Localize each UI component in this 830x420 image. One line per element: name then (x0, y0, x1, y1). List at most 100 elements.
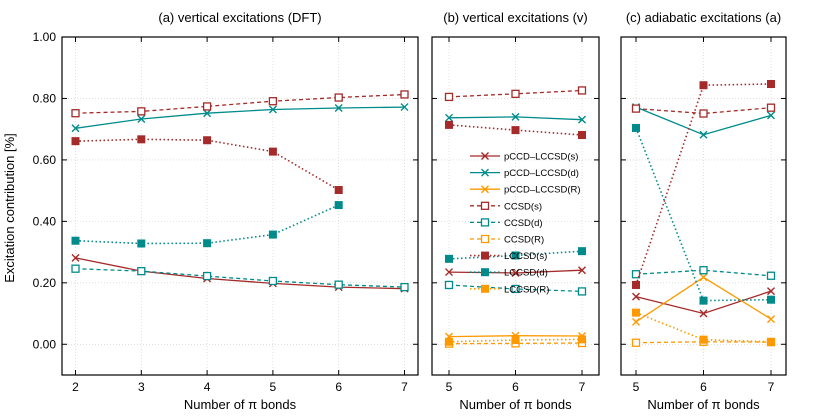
data-point (400, 282, 409, 292)
legend-entry: pCCD–LCCSD(R) (470, 185, 581, 196)
x-tick-label: 5 (446, 380, 453, 394)
series-lccsd-r (632, 308, 775, 346)
legend-entry: LCCSD(s) (470, 251, 547, 262)
legend-label: pCCD–LCCSD(s) (504, 152, 578, 163)
data-point (268, 105, 277, 114)
legend: pCCD–LCCSD(s) pCCD–LCCSD(d) pCCD–LCCSD(R) C… (470, 152, 581, 295)
data-point (71, 109, 80, 118)
x-axis-label: Number of π bonds (184, 397, 297, 412)
legend-marker (480, 201, 490, 210)
x-tick-label: 7 (768, 380, 775, 394)
panel-1: 2 3 4 5 6 7 0.00 0.20 0.40 0.60 0.80 1.00 (a) vertic… (33, 10, 419, 412)
x-tick-label: 7 (579, 380, 586, 394)
x-axis-label: Number of π bonds (647, 397, 760, 412)
panel-title: (c) adiabatic excitations (a) (626, 10, 781, 25)
series-lccsd-d (445, 247, 586, 263)
panel-2: 5 6 7 (b) vertical excitations (v) Number of… (431, 10, 600, 412)
series-line (75, 204, 340, 245)
data-point (511, 268, 520, 277)
data-point (632, 308, 640, 317)
x-tick-label: 6 (700, 380, 707, 394)
data-point (71, 236, 80, 245)
series-ccsd-s (444, 86, 587, 102)
y-tick-label: 0.80 (33, 91, 57, 105)
data-point (202, 271, 212, 281)
y-axis-label: Excitation contribution [%] (2, 133, 17, 283)
data-point (632, 292, 640, 301)
x-tick-label: 2 (72, 380, 79, 394)
series-pccd-lccsd-s (632, 287, 775, 318)
x-tick-label: 5 (633, 380, 640, 394)
legend-label: CCSD(s) (504, 201, 542, 212)
series-line (635, 269, 772, 277)
series-pccd-lccsd-r (632, 273, 775, 326)
data-point (444, 92, 454, 102)
legend-marker (480, 218, 490, 227)
data-point (137, 107, 146, 116)
plot-frame (620, 36, 787, 376)
data-point (632, 317, 640, 326)
legend-label: pCCD–LCCSD(R) (504, 185, 581, 196)
data-point (444, 280, 454, 290)
data-point (137, 239, 146, 248)
data-point (268, 276, 278, 286)
plot-frame (61, 36, 419, 376)
data-point (511, 251, 520, 260)
data-point (511, 126, 520, 135)
data-point (767, 80, 775, 89)
data-point (445, 113, 453, 122)
data-point (578, 266, 586, 275)
data-point (632, 280, 640, 289)
y-tick-label: 0.00 (33, 337, 57, 351)
series-line (75, 138, 340, 191)
series-line (75, 268, 405, 288)
data-point (400, 103, 409, 112)
legend-entry: LCCSD(R) (470, 284, 549, 295)
data-point (334, 280, 343, 289)
legend-label: LCCSD(R) (504, 284, 549, 295)
data-point (632, 123, 640, 132)
data-point (699, 266, 708, 275)
data-point (334, 93, 343, 102)
series-line (75, 93, 405, 114)
data-point (511, 89, 520, 98)
data-point (578, 115, 586, 124)
data-point (766, 103, 776, 112)
data-point (137, 135, 146, 144)
data-point (445, 337, 453, 346)
data-point (511, 335, 520, 344)
legend-marker (480, 234, 490, 244)
series-ccsd-s (631, 103, 776, 118)
data-point (71, 253, 80, 262)
legend-entry: CCSD(s) (470, 201, 542, 212)
data-point (578, 131, 586, 140)
data-point (203, 239, 212, 248)
x-tick-label: 6 (335, 380, 342, 394)
legend-entry: pCCD–LCCSD(d) (470, 168, 579, 179)
legend-label: LCCSD(s) (504, 251, 547, 262)
panel-3: 5 6 7 (c) adiabatic excitations (a) Number o… (620, 10, 787, 412)
data-point (268, 230, 277, 239)
data-point (578, 335, 586, 344)
legend-entry: pCCD–LCCSD(s) (470, 152, 578, 163)
legend-label: LCCSD(d) (504, 268, 548, 279)
series-lccsd-d (71, 201, 343, 248)
x-tick-label: 5 (270, 380, 277, 394)
legend-label: CCSD(R) (504, 235, 544, 246)
legend-marker (481, 185, 489, 194)
data-point (137, 115, 146, 124)
data-point (268, 147, 277, 156)
series-ccsd-d (631, 266, 776, 280)
x-tick-label: 4 (204, 380, 211, 394)
series-pccd-lccsd-d (445, 112, 586, 124)
series-ccsd-s (71, 90, 409, 118)
data-point (699, 296, 708, 305)
series-lccsd-r (445, 335, 586, 346)
series-line (635, 107, 772, 115)
data-point (699, 130, 708, 139)
data-point (334, 103, 343, 112)
data-point (334, 201, 343, 210)
series-line (75, 106, 405, 129)
data-point (699, 109, 708, 118)
